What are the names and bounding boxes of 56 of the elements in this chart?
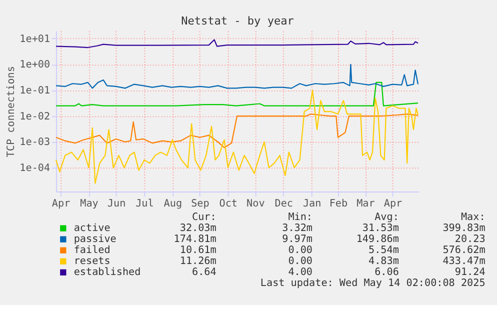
text: 399.83m xyxy=(442,223,486,234)
text: 174.81m xyxy=(174,234,216,246)
text: Min: xyxy=(288,212,313,224)
text: Avg: xyxy=(374,212,399,224)
text: 32.03m xyxy=(180,223,216,234)
x-tick-label: Dec xyxy=(274,198,293,210)
text: Last update: Wed May 14 02:00:08 2025 xyxy=(260,278,486,290)
y-tick-label: 1e-01 xyxy=(20,85,50,96)
legend-label: failed xyxy=(74,245,110,256)
chart-title: Netstat - by year xyxy=(181,14,294,28)
x-tick-label: Feb xyxy=(329,198,348,210)
x-tick-label: Jun xyxy=(107,198,126,210)
text: 0.00 xyxy=(288,256,313,268)
legend-label: established xyxy=(74,267,141,278)
x-tick-label: Sep xyxy=(191,198,210,210)
text: 31.53m xyxy=(362,223,399,234)
y-tick-label: 1e+01 xyxy=(20,34,50,45)
x-tick-label: Apr xyxy=(52,198,70,210)
x-tick-label: Jul xyxy=(136,198,154,210)
line-series xyxy=(55,82,419,106)
x-tick-label: Mar xyxy=(356,198,375,210)
line-series xyxy=(55,39,419,48)
text: 3.32m xyxy=(282,223,313,234)
line-series xyxy=(55,113,419,148)
legend-label: passive xyxy=(74,234,116,246)
x-tick-label: Oct xyxy=(219,198,238,210)
x-tick-label: Jan xyxy=(302,198,322,210)
y-axis-title: TCP connections xyxy=(6,66,18,158)
x-tick-label: Apr xyxy=(384,198,402,210)
legend-label: resets xyxy=(74,256,110,268)
text: 4.83m xyxy=(368,256,399,268)
text: 9.97m xyxy=(282,234,313,246)
text: 20.23 xyxy=(454,234,486,246)
text: 4.00 xyxy=(288,267,313,278)
line-series xyxy=(55,64,419,89)
text: 576.62m xyxy=(442,245,486,256)
text: 5.54m xyxy=(368,245,399,256)
x-tick-label: Aug xyxy=(164,198,182,210)
x-tick-label: May xyxy=(80,198,98,210)
line-series xyxy=(55,90,419,184)
text: 149.86m xyxy=(356,234,399,246)
y-tick-label: 1e-04 xyxy=(20,162,50,174)
text: 91.24 xyxy=(454,267,486,278)
text: 0.00 xyxy=(288,245,313,256)
legend-label: active xyxy=(74,223,110,234)
text: 6.06 xyxy=(374,267,399,278)
y-tick-label: 1e-02 xyxy=(20,111,50,122)
text: 433.47m xyxy=(442,256,486,268)
text: Max: xyxy=(460,212,486,224)
text: 6.64 xyxy=(192,267,216,278)
y-tick-label: 1e+00 xyxy=(20,60,50,71)
y-tick-label: 1e-03 xyxy=(20,137,50,148)
text: 10.61m xyxy=(180,245,216,256)
x-tick-label: Nov xyxy=(246,198,265,210)
text: Cur: xyxy=(192,212,216,224)
text: 11.26m xyxy=(180,256,216,268)
